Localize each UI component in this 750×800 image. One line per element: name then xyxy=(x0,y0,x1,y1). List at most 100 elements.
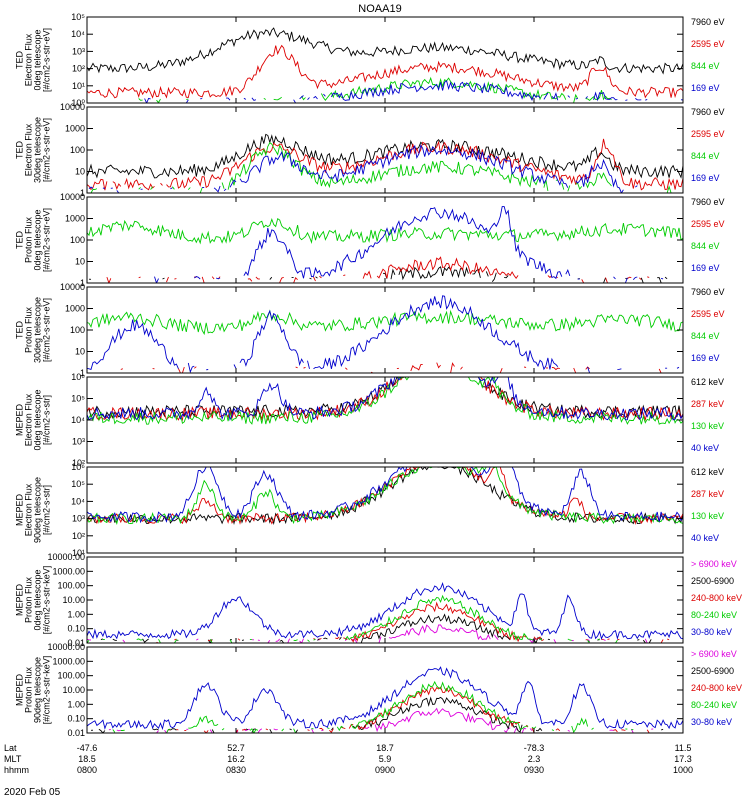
y-tick-label: 10² xyxy=(72,458,85,468)
panels-group: 10⁰ 10¹ 10² 10³ 10⁴ 10⁵ TEDElectron Flux0deg t… xyxy=(15,12,743,738)
panel-8-frame xyxy=(86,646,684,734)
panel-6-legend-4: 40 keV xyxy=(691,533,719,543)
panel-1-ylabel: TEDElectron Flux0deg telescope[#/cm2-s-s… xyxy=(15,28,52,92)
panel-8-series-1 xyxy=(109,709,683,734)
y-tick-label: 0.01 xyxy=(67,728,85,738)
panel-4-series-1 xyxy=(121,363,677,373)
y-tick-label: 1 xyxy=(80,368,85,378)
y-tick-label: 100 xyxy=(70,235,85,245)
panel-2-legend-2: 2595 eV xyxy=(691,129,725,139)
y-tick-label: 10000.00 xyxy=(47,552,85,562)
y-tick-label: 1.00 xyxy=(67,609,85,619)
y-tick-label: 10² xyxy=(72,64,85,74)
panel-2: 1 10 100 1000 10000 TEDElectron Flux30deg tel… xyxy=(15,102,725,198)
x-row-label-lat: Lat xyxy=(4,743,17,753)
y-tick-label: 10⁴ xyxy=(71,496,85,506)
y-tick-label: 1000 xyxy=(65,124,85,134)
panel-1-legend-4: 169 eV xyxy=(691,83,720,93)
y-tick-label: 10¹ xyxy=(72,548,85,558)
panel-6-series-3 xyxy=(87,467,683,526)
panel-2-series-2 xyxy=(87,138,683,191)
panel-3-series-1 xyxy=(89,267,679,283)
panel-5-legend-1: 612 keV xyxy=(691,377,724,387)
panel-1-legend-3: 844 eV xyxy=(691,61,720,71)
panel-3: 1 10 100 1000 10000 TEDProton Flux0deg telesc… xyxy=(15,192,725,288)
panel-8-legend-2: 2500-6900 xyxy=(691,666,734,676)
y-tick-label: 10³ xyxy=(72,437,85,447)
panel-8-traces xyxy=(87,666,683,734)
chart-title: NOAA19 xyxy=(358,3,401,15)
panel-5-series-3 xyxy=(87,377,683,425)
y-tick-label: 10¹ xyxy=(72,81,85,91)
x-tick-label: 2.3 xyxy=(528,754,541,764)
x-tick-label: 0930 xyxy=(524,765,544,775)
panel-8-series-2 xyxy=(91,697,677,733)
panel-6-series-4 xyxy=(87,467,683,524)
panel-5: 10² 10³ 10⁴ 10⁵ 10⁶ MEPEDElectron Flux0deg te… xyxy=(15,372,725,468)
y-tick-label: 10⁴ xyxy=(71,29,85,39)
y-tick-label: 1.00 xyxy=(67,699,85,709)
panel-5-traces xyxy=(87,377,683,425)
panel-3-legend-2: 2595 eV xyxy=(691,219,725,229)
y-tick-label: 10000.00 xyxy=(47,642,85,652)
panel-4-legend-4: 169 eV xyxy=(691,353,720,363)
y-tick-label: 10⁶ xyxy=(71,372,85,382)
panel-7-legend-5: 30-80 keV xyxy=(691,627,732,637)
panel-1-traces xyxy=(87,27,683,103)
x-tick-label: 5.9 xyxy=(379,754,392,764)
x-axis-labels: Lat -47.6 52.7 18.7 -78.3 11.5 MLT 18.5 16.2 5.9 2… xyxy=(4,743,693,775)
panel-7: 0.01 0.10 1.00 10.00 100.00 1000.00 10000.00 ME… xyxy=(15,552,743,648)
panel-8-legend-5: 30-80 keV xyxy=(691,717,732,727)
panel-7-series-3 xyxy=(157,603,684,643)
panel-5-legend-3: 130 keV xyxy=(691,421,724,431)
panel-1: 10⁰ 10¹ 10² 10³ 10⁴ 10⁵ TEDElectron Flux0deg t… xyxy=(15,12,725,108)
y-tick-label: 10 xyxy=(75,347,85,357)
panel-2-legend-3: 844 eV xyxy=(691,151,720,161)
y-tick-label: 1000 xyxy=(65,214,85,224)
panel-8-ylabel: MEPEDProton Flux90deg telescope[#/cm2-s-… xyxy=(15,656,52,725)
panel-4-traces xyxy=(87,295,683,373)
panel-8: 0.01 0.10 1.00 10.00 100.00 1000.00 10000.00 ME… xyxy=(15,642,743,738)
panel-4-series-2 xyxy=(87,309,683,336)
panel-3-ylabel: TEDProton Flux0deg telescope[#/cm2-s-str… xyxy=(15,208,52,272)
panel-6-legend-3: 130 keV xyxy=(691,511,724,521)
panel-7-traces xyxy=(87,581,684,643)
y-tick-label: 100.00 xyxy=(57,671,85,681)
panel-1-legend-1: 7960 eV xyxy=(691,17,725,27)
panel-5-series-2 xyxy=(87,377,683,422)
x-tick-label: 52.7 xyxy=(227,743,245,753)
x-tick-label: 16.2 xyxy=(227,754,245,764)
y-tick-label: 10⁵ xyxy=(71,394,85,404)
x-tick-label: 1000 xyxy=(673,765,693,775)
panel-1-series-1 xyxy=(87,27,683,75)
panel-3-legend-3: 844 eV xyxy=(691,241,720,251)
panel-1-series-4 xyxy=(144,80,683,103)
panel-2-legend-4: 169 eV xyxy=(691,173,720,183)
y-tick-label: 10⁶ xyxy=(71,462,85,472)
panel-8-series-3 xyxy=(169,687,682,733)
panel-6-legend-1: 612 keV xyxy=(691,467,724,477)
panel-7-legend-3: 240-800 keV xyxy=(691,593,742,603)
y-tick-label: 0.10 xyxy=(67,714,85,724)
y-tick-label: 100.00 xyxy=(57,581,85,591)
y-tick-label: 10⁵ xyxy=(71,479,85,489)
panel-6: 10¹ 10² 10³ 10⁴ 10⁵ 10⁶ MEPEDElectron Flux90de… xyxy=(15,462,725,558)
x-tick-label: 18.5 xyxy=(78,754,96,764)
panel-4-frame xyxy=(86,286,684,374)
panel-2-traces xyxy=(87,133,683,193)
panel-4: 1 10 100 1000 10000 TEDProton Flux30deg teles… xyxy=(15,282,725,378)
panel-4-ylabel: TEDProton Flux30deg telescope[#/cm2-s-st… xyxy=(15,297,52,363)
y-tick-label: 10² xyxy=(72,531,85,541)
x-tick-label: -78.3 xyxy=(524,743,545,753)
panel-2-legend-1: 7960 eV xyxy=(691,107,725,117)
x-row-label-hhmm: hhmm xyxy=(4,765,29,775)
panel-6-ylabel: MEPEDElectron Flux90deg telescope[#/cm2-… xyxy=(15,477,52,543)
panel-8-legend-1: > 6900 keV xyxy=(691,649,737,659)
y-tick-label: 0.10 xyxy=(67,624,85,634)
panel-1-legend-2: 2595 eV xyxy=(691,39,725,49)
panel-5-legend-4: 40 keV xyxy=(691,443,719,453)
y-tick-label: 1 xyxy=(80,278,85,288)
y-tick-label: 10.00 xyxy=(62,685,85,695)
panel-7-series-5 xyxy=(87,581,683,640)
